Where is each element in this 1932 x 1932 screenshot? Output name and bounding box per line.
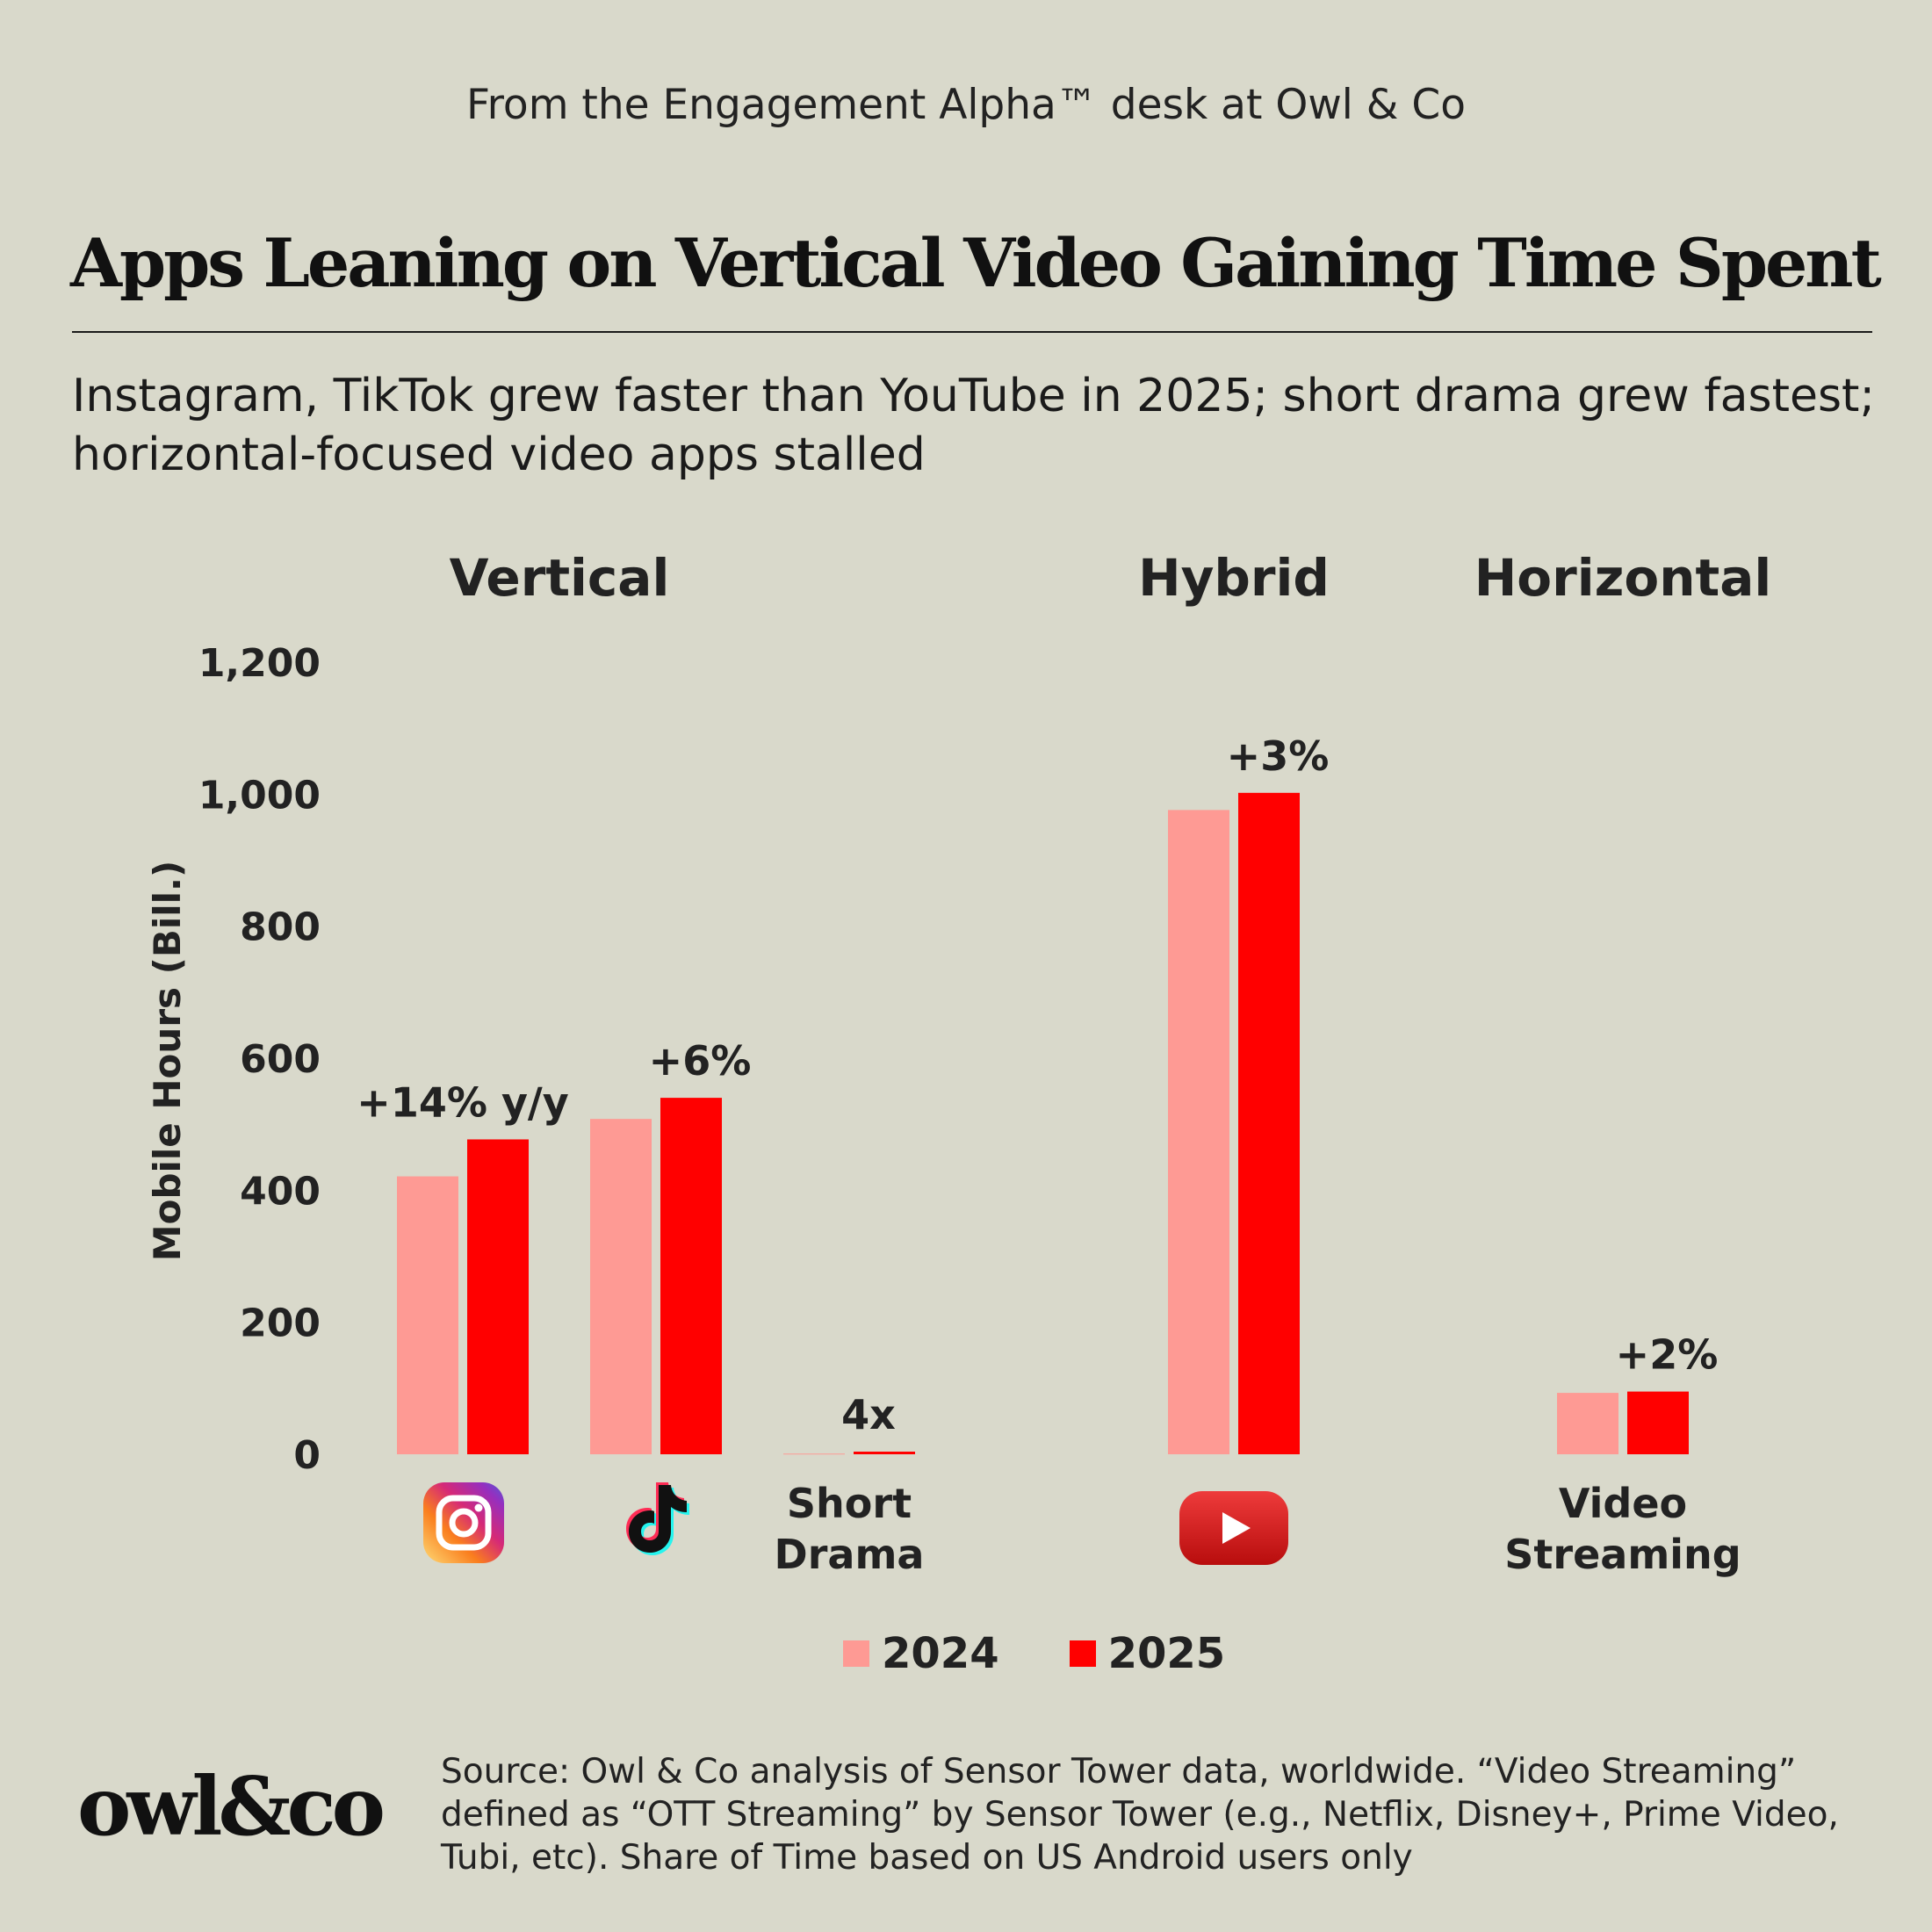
y-tick-label: 600	[240, 1037, 321, 1082]
youtube-icon	[1179, 1491, 1288, 1565]
category-label-video-streaming: Video Streaming	[1504, 1480, 1741, 1578]
category-youtube	[1177, 1484, 1291, 1575]
bar-instagram-2025	[467, 1139, 529, 1454]
legend-label-2024: 2024	[882, 1629, 999, 1678]
bar-tiktok-2025	[660, 1098, 722, 1454]
bar-chart: 1,200 1,000 800 600 400 200 0 Mobile Hours (Bi…	[146, 641, 1718, 1478]
annotation-short-drama: 4x	[841, 1391, 896, 1438]
annotation-tiktok: +6%	[649, 1037, 752, 1085]
y-tick-label: 1,200	[198, 641, 321, 686]
title-divider	[72, 331, 1872, 333]
bar-instagram-2024	[397, 1176, 458, 1454]
y-axis-ticks: 1,200 1,000 800 600 400 200 0	[198, 641, 321, 1478]
y-tick-label: 800	[240, 905, 321, 950]
legend: 2024 2025	[843, 1629, 1225, 1678]
y-tick-label: 200	[240, 1301, 321, 1346]
tiktok-icon	[626, 1482, 689, 1555]
chart-subtitle: Instagram, TikTok grew faster than YouTu…	[72, 370, 1875, 481]
legend-label-2025: 2025	[1107, 1629, 1226, 1678]
instagram-icon	[423, 1482, 504, 1563]
bar-short-drama-2024	[783, 1453, 845, 1455]
owl-co-logo: owl&co	[77, 1759, 386, 1854]
chart-title: Apps Leaning on Vertical Video Gaining T…	[70, 224, 1882, 302]
group-label-hybrid: Hybrid	[1138, 548, 1330, 608]
legend-swatch-2025	[1069, 1640, 1096, 1667]
category-tiktok	[615, 1478, 699, 1566]
bar-youtube-2024	[1168, 810, 1229, 1454]
kicker-text: From the Engagement Alpha™ desk at Owl &…	[466, 81, 1466, 129]
group-label-vertical: Vertical	[449, 548, 670, 608]
annotation-video-streaming: +2%	[1616, 1331, 1719, 1379]
bar-short-drama-2025	[854, 1451, 915, 1454]
y-axis-label: Mobile Hours (Bill.)	[146, 861, 189, 1261]
category-label-short-drama: Short Drama	[774, 1480, 925, 1578]
bar-video-streaming-2024	[1557, 1393, 1618, 1454]
annotation-youtube: +3%	[1227, 732, 1330, 780]
bars	[397, 792, 1689, 1455]
bar-youtube-2025	[1238, 792, 1300, 1454]
legend-swatch-2024	[843, 1640, 869, 1667]
bar-video-streaming-2025	[1627, 1391, 1689, 1454]
category-instagram	[422, 1481, 506, 1568]
legend-item-2025: 2025	[1069, 1629, 1226, 1678]
y-tick-label: 400	[240, 1169, 321, 1214]
y-tick-label: 0	[293, 1433, 321, 1478]
group-label-horizontal: Horizontal	[1474, 548, 1772, 608]
legend-item-2024: 2024	[843, 1629, 999, 1678]
annotation-instagram: +14% y/y	[357, 1078, 568, 1126]
y-tick-label: 1,000	[198, 773, 321, 818]
bar-tiktok-2024	[590, 1119, 652, 1454]
bar-annotations: +14% y/y +6% 4x +3% +2%	[357, 732, 1718, 1438]
source-note: Source: Owl & Co analysis of Sensor Towe…	[441, 1752, 1839, 1878]
